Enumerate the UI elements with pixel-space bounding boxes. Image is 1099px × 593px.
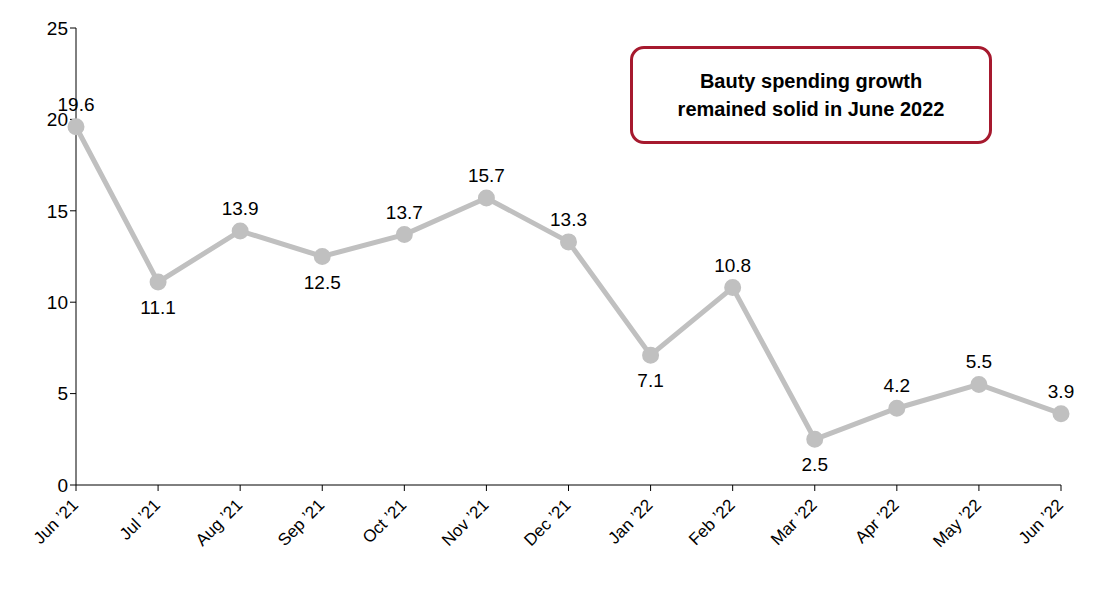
svg-text:5: 5 bbox=[57, 383, 68, 404]
svg-text:Jun ’21: Jun ’21 bbox=[30, 496, 82, 548]
svg-text:12.5: 12.5 bbox=[304, 272, 341, 293]
svg-text:20: 20 bbox=[46, 109, 68, 131]
svg-text:Apr ’22: Apr ’22 bbox=[851, 496, 903, 548]
svg-text:15.7: 15.7 bbox=[468, 165, 505, 186]
svg-text:3.9: 3.9 bbox=[1048, 381, 1074, 402]
svg-text:Oct ’21: Oct ’21 bbox=[359, 496, 411, 548]
svg-text:Jan ’22: Jan ’22 bbox=[604, 496, 656, 548]
svg-text:Aug ’21: Aug ’21 bbox=[192, 496, 246, 550]
html-text:Bauty spending growth remained: Bauty spending growth remained solid in … bbox=[677, 70, 945, 120]
svg-text:5.5: 5.5 bbox=[966, 351, 992, 372]
svg-text:10.8: 10.8 bbox=[714, 255, 751, 276]
svg-text:May ’22: May ’22 bbox=[929, 496, 985, 552]
svg-text:19.6: 19.6 bbox=[58, 94, 95, 115]
svg-text:Nov ’21: Nov ’21 bbox=[438, 496, 492, 550]
svg-text:7.1: 7.1 bbox=[637, 370, 663, 391]
svg-text:Mar ’22: Mar ’22 bbox=[767, 496, 821, 550]
svg-text:4.2: 4.2 bbox=[884, 375, 910, 396]
svg-text:15: 15 bbox=[47, 201, 68, 222]
svg-text:13.9: 13.9 bbox=[222, 198, 259, 219]
svg-text:Jun ’22: Jun ’22 bbox=[1015, 496, 1067, 548]
svg-text:0: 0 bbox=[57, 475, 68, 496]
svg-text:13.7: 13.7 bbox=[386, 202, 423, 223]
svg-text:11.1: 11.1 bbox=[140, 297, 176, 318]
svg-text:13.3: 13.3 bbox=[550, 209, 587, 230]
svg-text:Jul ’21: Jul ’21 bbox=[116, 496, 164, 544]
svg-text:25: 25 bbox=[47, 18, 68, 39]
svg-text:Feb ’22: Feb ’22 bbox=[685, 496, 739, 550]
svg-text:Dec ’21: Dec ’21 bbox=[520, 496, 574, 550]
svg-text:2.5: 2.5 bbox=[802, 454, 828, 475]
svg-text:10: 10 bbox=[47, 292, 68, 313]
svg-text:Sep ’21: Sep ’21 bbox=[274, 496, 328, 550]
